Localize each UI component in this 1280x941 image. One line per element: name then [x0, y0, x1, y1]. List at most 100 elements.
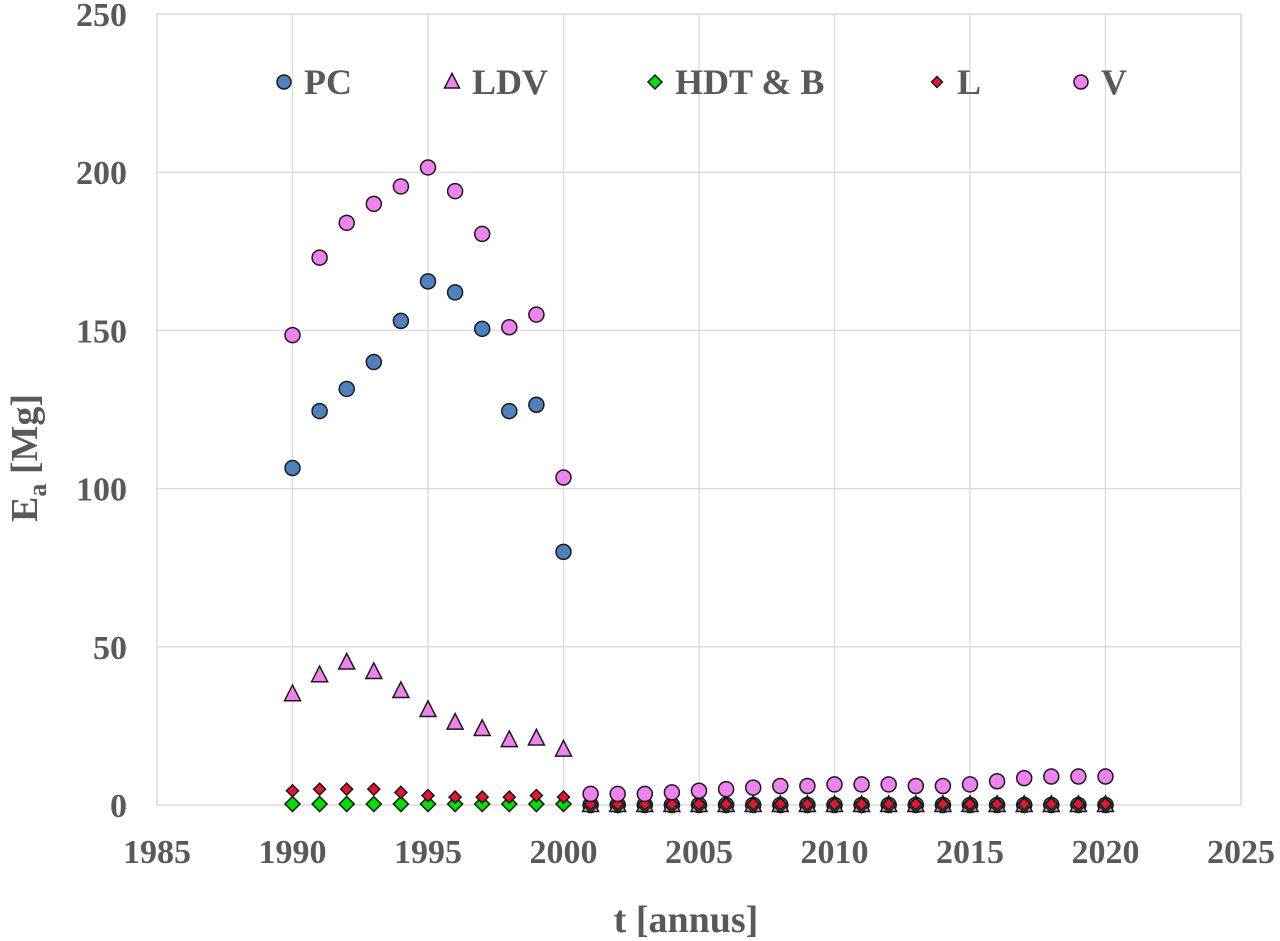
point-ldv	[283, 683, 302, 702]
point-ldv	[527, 727, 546, 746]
data-points	[283, 159, 1115, 814]
point-l	[719, 796, 734, 812]
point-v	[555, 469, 572, 486]
legend-marker-l	[930, 75, 944, 89]
point-v	[663, 784, 681, 801]
point-l	[664, 796, 679, 812]
point-v	[1070, 768, 1087, 785]
legend-marker-hdt-b	[646, 73, 664, 91]
x-tick-label: 2010	[801, 834, 869, 871]
y-axis-title-subscript: a	[23, 484, 52, 497]
point-v	[934, 777, 952, 795]
point-hdt-b	[283, 795, 302, 813]
point-l	[448, 790, 463, 805]
legend-label-l: L	[957, 62, 981, 102]
point-l	[1017, 796, 1032, 812]
point-hdt-b	[365, 795, 383, 813]
point-l	[990, 796, 1005, 812]
point-l	[420, 788, 436, 803]
point-l	[556, 790, 571, 805]
legend-marker-ldv	[443, 71, 461, 89]
point-l	[285, 783, 300, 798]
point-v	[1097, 768, 1114, 785]
point-v	[582, 785, 599, 803]
point-l	[1044, 796, 1059, 812]
point-v	[609, 785, 626, 803]
legend-item-v: V	[1073, 62, 1127, 102]
point-v	[772, 777, 789, 795]
point-v	[419, 159, 437, 176]
point-hdt-b	[311, 795, 329, 813]
point-v	[311, 249, 328, 266]
point-l	[475, 790, 490, 805]
point-pc	[473, 320, 491, 338]
x-tick-label: 2000	[530, 834, 598, 871]
point-ldv	[364, 661, 384, 680]
point-l	[854, 796, 869, 812]
x-tick-label: 2005	[665, 834, 733, 871]
point-pc	[284, 459, 301, 477]
point-hdt-b	[527, 795, 545, 813]
point-hdt-b	[338, 795, 356, 813]
x-tick-label: 2025	[1207, 834, 1275, 871]
point-pc	[338, 380, 355, 398]
point-v	[907, 777, 925, 795]
point-pc	[446, 284, 464, 301]
point-v	[799, 777, 816, 795]
series-l	[285, 782, 1113, 812]
y-tick-label: 50	[93, 630, 127, 667]
point-v	[717, 780, 735, 798]
point-hdt-b	[419, 795, 437, 813]
y-tick-label: 250	[76, 0, 127, 34]
point-l	[1071, 796, 1086, 812]
point-l	[881, 796, 896, 812]
legend: PC LDV HDT & B L V	[276, 62, 1127, 102]
x-tick-label: 1985	[123, 834, 191, 871]
point-v	[1043, 768, 1060, 785]
point-v	[284, 326, 301, 344]
point-l	[502, 790, 517, 805]
point-ldv	[418, 699, 438, 718]
legend-marker-v	[1073, 74, 1089, 90]
point-v	[988, 773, 1006, 790]
point-ldv	[500, 729, 519, 748]
y-tick-label: 200	[76, 155, 127, 192]
legend-label-ldv: LDV	[472, 62, 548, 102]
legend-marker-pc	[276, 74, 292, 90]
point-v	[961, 776, 979, 793]
point-l	[962, 796, 978, 812]
series-v	[284, 159, 1114, 803]
y-axis-title-main: E	[4, 497, 46, 522]
point-l	[691, 796, 707, 812]
point-l	[827, 796, 842, 812]
point-v	[392, 178, 410, 195]
x-tick-label: 1990	[259, 834, 327, 871]
point-l	[529, 788, 544, 803]
point-l	[773, 796, 788, 812]
legend-item-hdt-b: HDT & B	[646, 62, 824, 102]
point-v	[473, 225, 491, 243]
point-v	[365, 195, 383, 213]
point-pc	[419, 273, 437, 290]
legend-item-l: L	[930, 62, 981, 102]
x-tick-label: 2015	[936, 834, 1004, 871]
point-v	[636, 785, 654, 803]
point-l	[366, 782, 381, 797]
point-v	[528, 306, 545, 323]
point-l	[1098, 796, 1113, 812]
point-v	[446, 182, 464, 200]
point-l	[312, 782, 327, 797]
point-v	[880, 776, 897, 793]
point-l	[746, 796, 761, 812]
y-axis-title: Ea [Mg]	[4, 394, 52, 522]
x-tick-label: 2020	[1072, 834, 1140, 871]
point-ldv	[391, 680, 411, 699]
y-tick-label: 150	[76, 313, 127, 350]
y-axis-title-unit: [Mg]	[4, 394, 46, 484]
legend-item-ldv: LDV	[443, 62, 548, 102]
x-tick-labels: 1985 1990 1995 2000 2005 2010 2015 2020 2025	[123, 834, 1275, 871]
point-ldv	[310, 664, 329, 683]
legend-label-pc: PC	[304, 62, 352, 102]
y-tick-labels: 0 50 100 150 200 250	[76, 0, 127, 825]
